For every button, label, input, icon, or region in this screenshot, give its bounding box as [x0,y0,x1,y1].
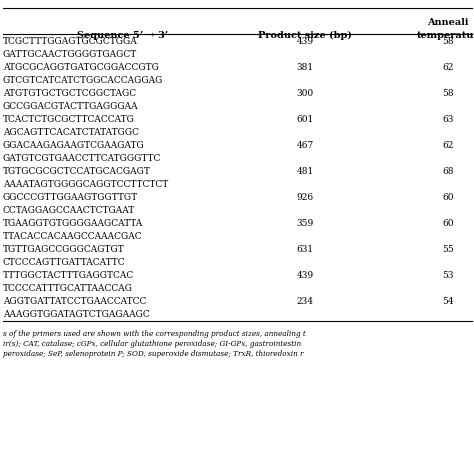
Text: 54: 54 [442,297,454,306]
Text: 53: 53 [442,271,454,280]
Text: 62: 62 [442,63,454,72]
Text: 439: 439 [296,37,314,46]
Text: CCTAGGAGCCAACTCTGAAT: CCTAGGAGCCAACTCTGAAT [3,206,135,215]
Text: 58: 58 [442,89,454,98]
Text: TGAAGGTGTGGGGAAGCATTA: TGAAGGTGTGGGGAAGCATTA [3,219,143,228]
Text: 300: 300 [296,89,314,98]
Text: 68: 68 [442,167,454,176]
Text: TGTTGAGCCGGGCAGTGT: TGTTGAGCCGGGCAGTGT [3,245,125,254]
Text: TTTGGCTACTTTGAGGTCAC: TTTGGCTACTTTGAGGTCAC [3,271,134,280]
Text: AAAGGTGGATAGTCTGAGAAGC: AAAGGTGGATAGTCTGAGAAGC [3,310,150,319]
Text: 58: 58 [442,37,454,46]
Text: 467: 467 [296,141,314,150]
Text: peroxidase; SeP, selenoprotein P; SOD, superoxide dismutase; TrxR, thioredoxin r: peroxidase; SeP, selenoprotein P; SOD, s… [3,350,303,358]
Text: temperatur: temperatur [417,31,474,40]
Text: 55: 55 [442,245,454,254]
Text: TCCCCATTTGCATTAACCAG: TCCCCATTTGCATTAACCAG [3,284,133,293]
Text: s of the primers used are shown with the corresponding product sizes, annealing : s of the primers used are shown with the… [3,330,306,338]
Text: Product size (bp): Product size (bp) [258,31,352,40]
Text: 63: 63 [442,115,454,124]
Text: ir(s); CAT, catalase; cGPx, cellular glutathione peroxidase; GI-GPx, gastrointes: ir(s); CAT, catalase; cGPx, cellular glu… [3,340,301,348]
Text: TCACTCTGCGCTTCACCATG: TCACTCTGCGCTTCACCATG [3,115,135,124]
Text: ATGTGTGCTGCTCGGCTAGC: ATGTGTGCTGCTCGGCTAGC [3,89,136,98]
Text: TCGCTTTGGAGTGCGCTGGA: TCGCTTTGGAGTGCGCTGGA [3,37,138,46]
Text: 60: 60 [442,219,454,228]
Text: GGCCCGTTGGAAGTGGTTGT: GGCCCGTTGGAAGTGGTTGT [3,193,138,202]
Text: AGGTGATTATCCTGAACCATCC: AGGTGATTATCCTGAACCATCC [3,297,146,306]
Text: 234: 234 [297,297,313,306]
Text: AAAATAGTGGGGCAGGTCCTTCTCT: AAAATAGTGGGGCAGGTCCTTCTCT [3,180,168,189]
Text: GATGTCGTGAACCTTCATGGGTTC: GATGTCGTGAACCTTCATGGGTTC [3,154,161,163]
Text: GGACAAGAGAAGTCGAAGATG: GGACAAGAGAAGTCGAAGATG [3,141,145,150]
Text: 381: 381 [296,63,314,72]
Text: CTCCCAGTTGATTACATTC: CTCCCAGTTGATTACATTC [3,258,126,267]
Text: GTCGTCATCATCTGGCACCAGGAG: GTCGTCATCATCTGGCACCAGGAG [3,76,164,85]
Text: 439: 439 [296,271,314,280]
Text: TGTGCGCGCTCCATGCACGAGT: TGTGCGCGCTCCATGCACGAGT [3,167,151,176]
Text: 481: 481 [296,167,314,176]
Text: GATTGCAACTGGGGTGAGCT: GATTGCAACTGGGGTGAGCT [3,50,137,59]
Text: AGCAGTTCACATCTATATGGC: AGCAGTTCACATCTATATGGC [3,128,139,137]
Text: Anneali: Anneali [427,18,469,27]
Text: 359: 359 [296,219,314,228]
Text: 601: 601 [296,115,314,124]
Text: 60: 60 [442,193,454,202]
Text: 926: 926 [296,193,314,202]
Text: TTACACCACAAGCCAAACGAC: TTACACCACAAGCCAAACGAC [3,232,143,241]
Text: 631: 631 [296,245,314,254]
Text: 62: 62 [442,141,454,150]
Text: GCCGGACGTACTTGAGGGAA: GCCGGACGTACTTGAGGGAA [3,102,138,111]
Text: ATGCGCAGGTGATGCGGACCGTG: ATGCGCAGGTGATGCGGACCGTG [3,63,159,72]
Text: Sequence 5’ → 3’: Sequence 5’ → 3’ [77,31,169,40]
